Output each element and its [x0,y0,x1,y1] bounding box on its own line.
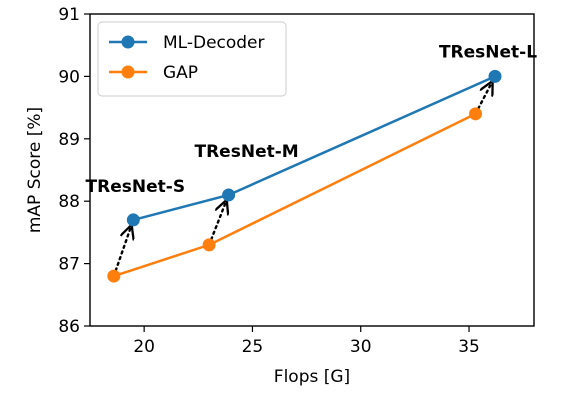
data-point-ml-decoder-1 [126,213,140,227]
data-point-ml-decoder-2 [222,188,236,202]
y-tick-label-91: 91 [58,5,80,25]
plot-area: 86 87 88 89 90 91 20 25 30 35 TResNet-S TResNet-M TR… [58,5,537,357]
plot-frame [89,13,535,327]
x-tick-label-35: 35 [458,337,480,357]
annotation-tresnet-s: TResNet-S [86,177,186,197]
improvement-arrow-2 [207,202,226,247]
annotation-tresnet-l: TResNet-L [439,42,537,62]
x-tick-label-25: 25 [242,337,264,357]
legend-label-ml-decoder: ML-Decoder [163,33,265,53]
legend-label-gap: GAP [163,63,198,83]
data-point-gap-1 [107,269,121,283]
legend-box [97,21,287,97]
annotation-tresnet-m: TResNet-M [195,142,299,162]
y-tick-label-88: 88 [58,192,80,212]
legend: ML-Decoder GAP [97,21,287,97]
legend-marker-ml-decoder [121,35,135,49]
x-tick-label-20: 20 [133,337,155,357]
y-tick-label-89: 89 [58,130,80,150]
data-point-gap-3 [469,107,483,121]
improvement-arrow-1 [112,227,131,278]
legend-marker-gap [121,65,135,79]
y-axis-label: mAP Score [%] [25,107,45,233]
series-line-ml-decoder [133,75,496,222]
y-tick-label-90: 90 [58,67,80,87]
x-axis-label: Flops [G] [274,367,350,387]
data-point-ml-decoder-3 [488,69,502,83]
x-tick-label-30: 30 [350,337,372,357]
data-point-gap-2 [202,238,216,252]
y-tick-label-87: 87 [58,255,80,275]
y-tick-label-86: 86 [58,317,80,337]
